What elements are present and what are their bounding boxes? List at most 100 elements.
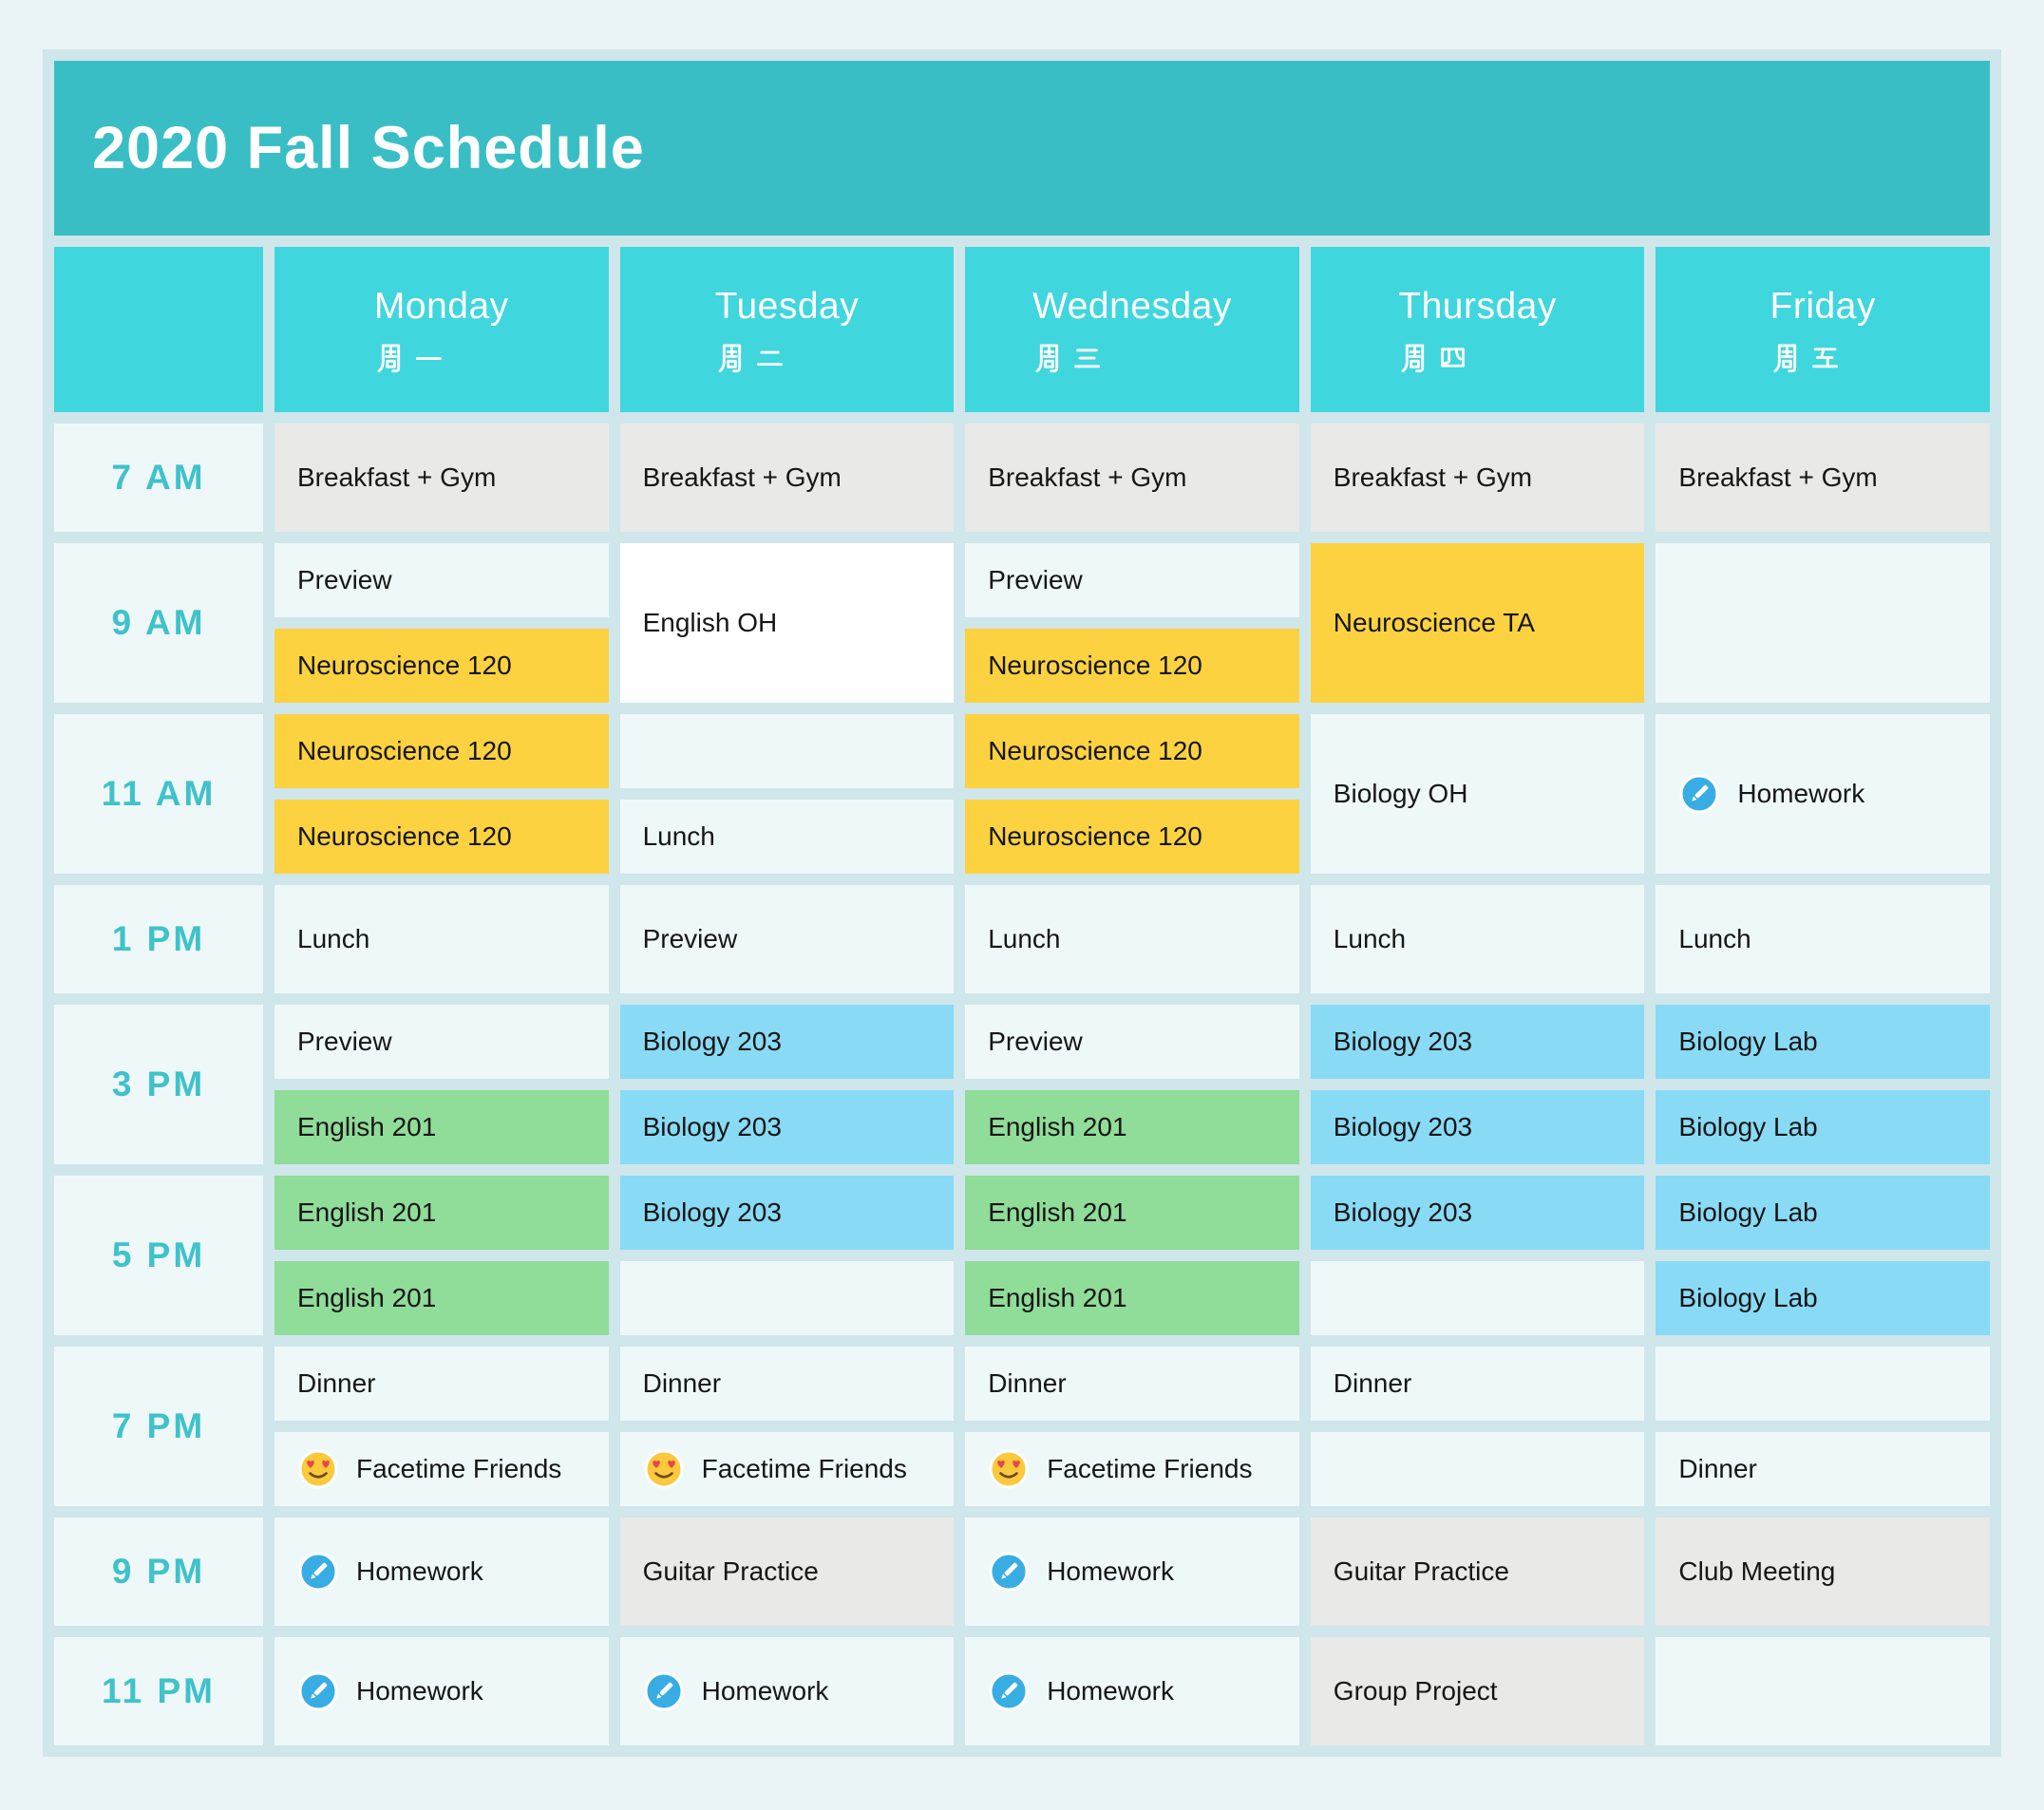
- cell-label: Homework: [1047, 1676, 1174, 1706]
- time-column-header: [54, 247, 263, 412]
- cell-label: Lunch: [1333, 924, 1407, 953]
- cell-label: Breakfast + Gym: [988, 462, 1187, 492]
- schedule-cell: Biology Lab: [1656, 1261, 1990, 1335]
- hanzi-si: [1441, 347, 1466, 368]
- day-cell-thursday: Group Project: [1310, 1637, 1645, 1745]
- schedule-cell: Preview: [274, 1005, 609, 1079]
- schedule-cell: Dinner: [965, 1347, 1299, 1421]
- cell-label: English 201: [988, 1197, 1127, 1227]
- day-cell-wednesday: Preview English 201: [965, 1005, 1299, 1164]
- schedule-cell: Group Project: [1310, 1637, 1645, 1745]
- schedule-cell: Preview: [274, 543, 609, 617]
- time-label-11-am: 11 AM: [54, 714, 263, 874]
- title-bar: 2020 Fall Schedule: [54, 61, 1990, 236]
- hanzi-zhou: [1035, 344, 1059, 372]
- cell-label: English OH: [642, 608, 778, 637]
- cell-label: Lunch: [1678, 924, 1751, 953]
- pencil-icon: [298, 1671, 338, 1711]
- time-label-9-pm: 9 PM: [54, 1518, 263, 1626]
- hanzi-zhou: [377, 344, 401, 372]
- cell-label: Neuroscience 120: [297, 650, 512, 680]
- day-header-tuesday: Tuesday: [619, 247, 955, 412]
- cell-label: English 201: [988, 1283, 1127, 1312]
- schedule-cell: Neuroscience 120: [965, 714, 1299, 788]
- schedule-cell: Homework: [1656, 714, 1990, 874]
- day-cell-thursday: Neuroscience TA: [1310, 543, 1645, 703]
- day-header-monday: Monday: [274, 247, 609, 412]
- hanzi-wu: [1811, 347, 1838, 368]
- cell-label: Neuroscience 120: [297, 821, 512, 851]
- schedule-cell: Breakfast + Gym: [619, 424, 955, 532]
- schedule-cell: Facetime Friends: [274, 1432, 609, 1506]
- cell-label: Preview: [988, 565, 1083, 594]
- day-cell-friday: Biology Lab Biology Lab: [1656, 1005, 1990, 1164]
- day-cell-tuesday: English OH: [619, 543, 955, 703]
- cell-label: Lunch: [988, 924, 1061, 953]
- day-cell-tuesday: Biology 203: [619, 1176, 955, 1335]
- schedule-cell: [1310, 1432, 1645, 1506]
- day-header-thursday: Thursday: [1310, 247, 1645, 412]
- time-label-3-pm: 3 PM: [54, 1005, 263, 1164]
- cell-label: Breakfast + Gym: [1333, 462, 1533, 492]
- cell-label: Club Meeting: [1678, 1556, 1836, 1586]
- day-header-text: Friday: [1770, 286, 1876, 374]
- cell-label: Preview: [988, 1027, 1083, 1056]
- schedule-cell: Neuroscience TA: [1310, 543, 1645, 703]
- heart-eyes-icon: [989, 1449, 1029, 1489]
- cell-label: Neuroscience 120: [297, 736, 512, 765]
- cell-label: Homework: [1737, 779, 1865, 808]
- schedule-table: 2020 Fall Schedule Monday Tuesday Wednesda…: [43, 49, 2001, 1757]
- day-cell-thursday: Lunch: [1310, 885, 1645, 993]
- day-cell-monday: Homework: [274, 1637, 609, 1745]
- schedule-cell: Facetime Friends: [619, 1432, 955, 1506]
- cell-label: Biology 203: [642, 1197, 782, 1227]
- day-name-chinese: [1770, 341, 1876, 374]
- day-cell-thursday: Biology 203: [1310, 1176, 1645, 1335]
- time-label-7-am: 7 AM: [54, 424, 263, 532]
- schedule-cell: Biology 203: [1310, 1176, 1645, 1250]
- schedule-cell: Biology 203: [1310, 1005, 1645, 1079]
- day-cell-friday: [1656, 543, 1990, 703]
- day-cell-monday: Dinner Facetime Friends: [274, 1347, 609, 1506]
- time-label-1-pm: 1 PM: [54, 885, 263, 993]
- cell-label: Lunch: [642, 821, 715, 851]
- day-name-english: Friday: [1770, 285, 1876, 327]
- pencil-icon: [989, 1552, 1029, 1592]
- page-title: 2020 Fall Schedule: [92, 115, 645, 181]
- cell-label: Guitar Practice: [642, 1556, 819, 1586]
- day-header-text: Wednesday: [1032, 286, 1232, 374]
- day-cell-friday: Homework: [1656, 714, 1990, 874]
- schedule-cell: [1656, 1637, 1990, 1745]
- cell-label: English 201: [988, 1112, 1127, 1141]
- day-cell-monday: Breakfast + Gym: [274, 424, 609, 532]
- schedule-cell: Lunch: [965, 885, 1299, 993]
- cell-label: Neuroscience 120: [988, 736, 1202, 765]
- pencil-icon: [989, 1671, 1029, 1711]
- schedule-cell: Neuroscience 120: [274, 629, 609, 703]
- day-cell-wednesday: Neuroscience 120 Neuroscience 120: [965, 714, 1299, 874]
- cell-label: Homework: [356, 1556, 483, 1586]
- schedule-cell: Guitar Practice: [1310, 1518, 1645, 1626]
- cell-label: Facetime Friends: [1047, 1454, 1253, 1483]
- cell-label: Biology 203: [1333, 1197, 1473, 1227]
- schedule-cell: Dinner: [1310, 1347, 1645, 1421]
- schedule-cell: Lunch: [1656, 885, 1990, 993]
- cell-label: Breakfast + Gym: [642, 462, 842, 492]
- schedule-cell: Lunch: [1310, 885, 1645, 993]
- schedule-cell: Breakfast + Gym: [274, 424, 609, 532]
- schedule-cell: Lunch: [619, 800, 955, 874]
- day-cell-friday: Club Meeting: [1656, 1518, 1990, 1626]
- cell-label: Dinner: [988, 1368, 1067, 1398]
- cell-label: Biology OH: [1333, 779, 1468, 808]
- schedule-cell: Club Meeting: [1656, 1518, 1990, 1626]
- cell-label: Biology Lab: [1678, 1027, 1818, 1056]
- day-cell-thursday: Dinner: [1310, 1347, 1645, 1506]
- day-cell-wednesday: Lunch: [965, 885, 1299, 993]
- schedule-cell: Biology 203: [619, 1090, 955, 1164]
- cell-label: Biology 203: [642, 1112, 782, 1141]
- cell-label: Facetime Friends: [701, 1454, 907, 1483]
- schedule-cell: [1656, 543, 1990, 703]
- schedule-cell: Homework: [619, 1637, 955, 1745]
- cell-label: Biology Lab: [1678, 1112, 1818, 1141]
- day-name-chinese: [1398, 341, 1557, 374]
